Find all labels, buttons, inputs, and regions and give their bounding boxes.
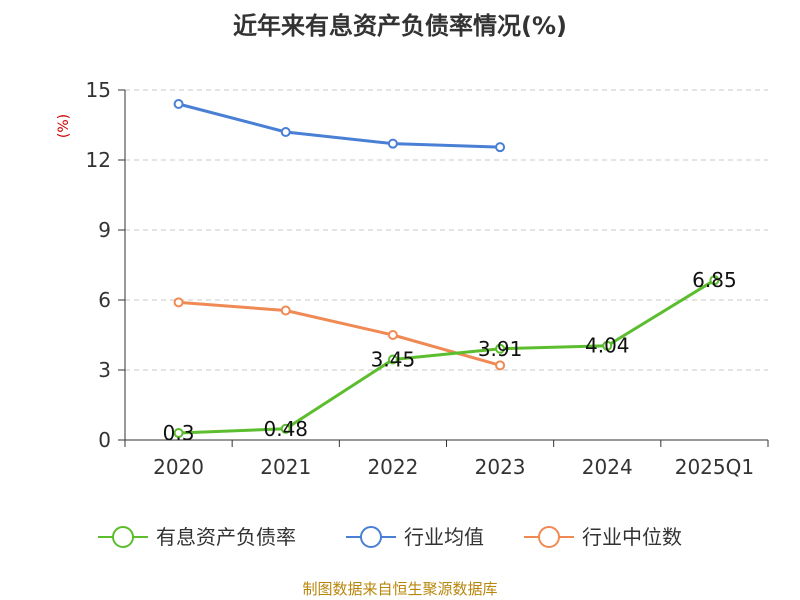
data-label: 3.91 — [478, 337, 523, 361]
data-point — [387, 138, 398, 149]
x-tick-label: 2024 — [582, 455, 633, 479]
data-point — [173, 99, 184, 109]
data-point — [495, 142, 506, 153]
data-point — [280, 423, 291, 434]
data-label: 0.48 — [263, 417, 308, 441]
data-label: 4.04 — [585, 334, 630, 358]
data-label: 0.3 — [163, 421, 195, 445]
source-note: 制图数据来自恒生聚源数据库 — [302, 580, 498, 598]
data-point — [709, 275, 720, 286]
data-point — [602, 340, 613, 351]
series-line-1 — [178, 102, 501, 149]
data-point — [495, 343, 506, 354]
legend-label: 有息资产负债率 — [156, 525, 296, 549]
y-tick-label: 12 — [86, 148, 111, 172]
data-label: 6.85 — [692, 268, 737, 292]
legend-label: 行业中位数 — [582, 525, 682, 549]
x-tick-label: 2025Q1 — [675, 455, 754, 479]
legend-marker — [360, 526, 382, 548]
chart-title: 近年来有息资产负债率情况(%) — [233, 12, 567, 40]
grid-lines — [125, 89, 768, 371]
data-point — [173, 297, 184, 308]
x-tick-label: 2023 — [475, 455, 526, 479]
x-tick-label: 2021 — [260, 455, 311, 479]
y-tick-label: 9 — [98, 218, 111, 242]
data-point — [495, 360, 506, 371]
x-tick-label: 2020 — [153, 455, 204, 479]
y-tick-label: 6 — [98, 288, 111, 312]
series-line-2 — [178, 300, 501, 367]
y-tick-label: 0 — [98, 428, 111, 452]
legend-marker — [112, 526, 134, 548]
data-label: 3.45 — [371, 348, 416, 372]
data-point — [280, 127, 291, 137]
y-tick-label: 3 — [98, 358, 111, 382]
series-line-0 — [178, 278, 716, 435]
legend: 有息资产负债率 行业均值 行业中位数 — [98, 525, 682, 549]
y-axis-label: (%) — [56, 114, 72, 138]
data-labels: 0.3 0.48 3.45 3.91 4.04 6.85 — [163, 268, 737, 445]
data-point — [173, 428, 184, 438]
data-point — [387, 330, 398, 340]
data-point — [280, 305, 291, 316]
x-tick-label: 2022 — [367, 455, 418, 479]
series-group — [173, 99, 720, 438]
legend-marker — [538, 526, 560, 548]
data-point — [387, 354, 398, 365]
axes: 0 3 6 9 12 15 (%) 2020 2021 2022 2023 2024 2025Q1 — [56, 78, 769, 479]
legend-label: 行业均值 — [404, 525, 484, 549]
y-tick-label: 15 — [86, 78, 111, 102]
